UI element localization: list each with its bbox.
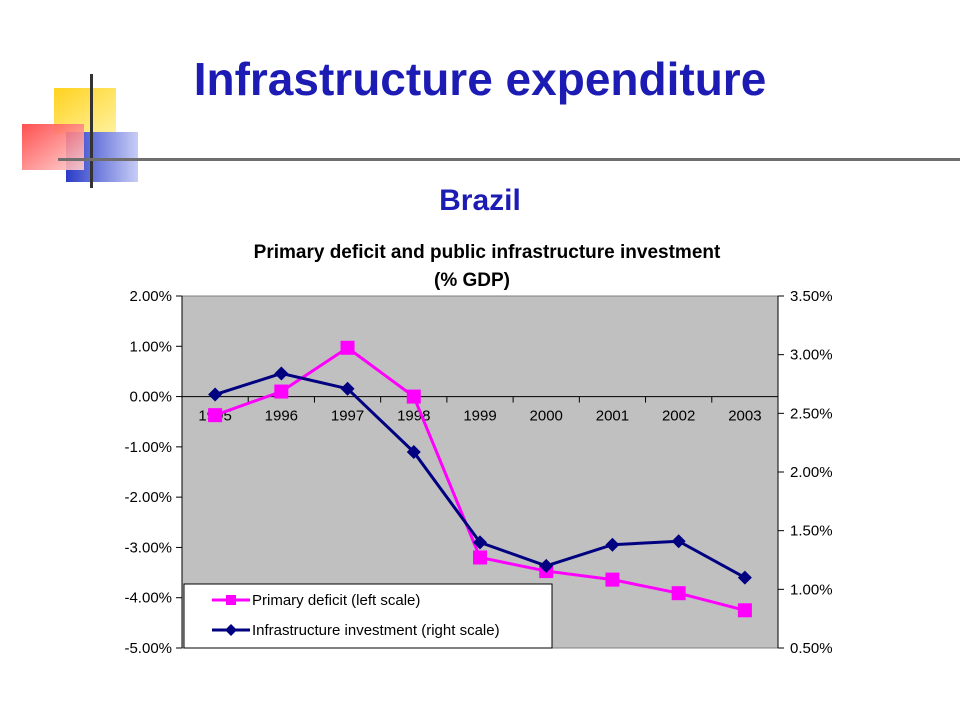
right-axis-tick-label: 2.50% xyxy=(790,405,833,422)
infrastructure-investment-point xyxy=(605,537,620,552)
infrastructure-investment-point xyxy=(473,535,487,550)
category-label: 2001 xyxy=(596,408,629,425)
legend-box xyxy=(183,583,553,649)
infrastructure-investment-point xyxy=(539,558,554,573)
primary-deficit-point xyxy=(737,603,752,618)
chart-subtitle: (% GDP) xyxy=(434,270,510,291)
infrastructure-investment-point xyxy=(340,381,355,396)
left-axis-tick-label: -1.00% xyxy=(124,439,172,456)
primary-deficit-point xyxy=(406,389,421,404)
left-axis-tick-label: 2.00% xyxy=(129,288,172,305)
left-axis-tick-label: -3.00% xyxy=(124,539,172,556)
primary-deficit-point xyxy=(208,408,223,423)
left-axis-tick-label: 1.00% xyxy=(129,338,172,355)
right-axis-tick-label: 1.00% xyxy=(790,581,833,598)
left-axis-tick-label: -2.00% xyxy=(124,489,172,506)
category-label: 2000 xyxy=(530,408,563,425)
category-label: 1996 xyxy=(265,408,298,425)
primary-deficit-point xyxy=(340,340,355,355)
infrastructure-investment-point xyxy=(406,445,421,460)
left-axis-tick-label: -4.00% xyxy=(124,590,172,607)
infrastructure-investment-point xyxy=(274,366,289,381)
category-label: 2002 xyxy=(662,408,695,425)
legend-marker-diamond xyxy=(225,624,237,636)
infrastructure-investment-point xyxy=(208,387,223,402)
right-axis-tick-label: 0.50% xyxy=(790,640,833,657)
category-label: 1997 xyxy=(331,408,364,425)
category-label: 2003 xyxy=(728,408,761,425)
infrastructure-investment-point xyxy=(671,534,686,549)
right-axis-tick-label: 3.00% xyxy=(790,347,833,364)
left-axis-tick-label: 0.00% xyxy=(129,389,172,406)
title-divider xyxy=(58,158,960,161)
legend-label: Infrastructure investment (right scale) xyxy=(252,622,500,639)
left-axis-tick-label: -5.00% xyxy=(124,640,172,657)
category-label: 1999 xyxy=(463,408,496,425)
infrastructure-investment-point xyxy=(737,570,752,585)
primary-deficit-point xyxy=(671,586,686,601)
primary-deficit-point xyxy=(473,550,487,565)
legend-marker-square xyxy=(226,595,236,605)
primary-deficit-point xyxy=(274,384,289,399)
chart-title: Primary deficit and public infrastructur… xyxy=(254,242,721,263)
primary-deficit-point xyxy=(605,572,620,587)
logo-graphic xyxy=(22,74,138,188)
slide-subtitle: Brazil xyxy=(439,184,521,217)
legend-label: Primary deficit (left scale) xyxy=(252,592,420,609)
right-axis-tick-label: 3.50% xyxy=(790,288,833,305)
right-axis-tick-label: 2.00% xyxy=(790,464,833,481)
slide-title: Infrastructure expenditure xyxy=(193,53,767,105)
right-axis-tick-label: 1.50% xyxy=(790,523,833,540)
